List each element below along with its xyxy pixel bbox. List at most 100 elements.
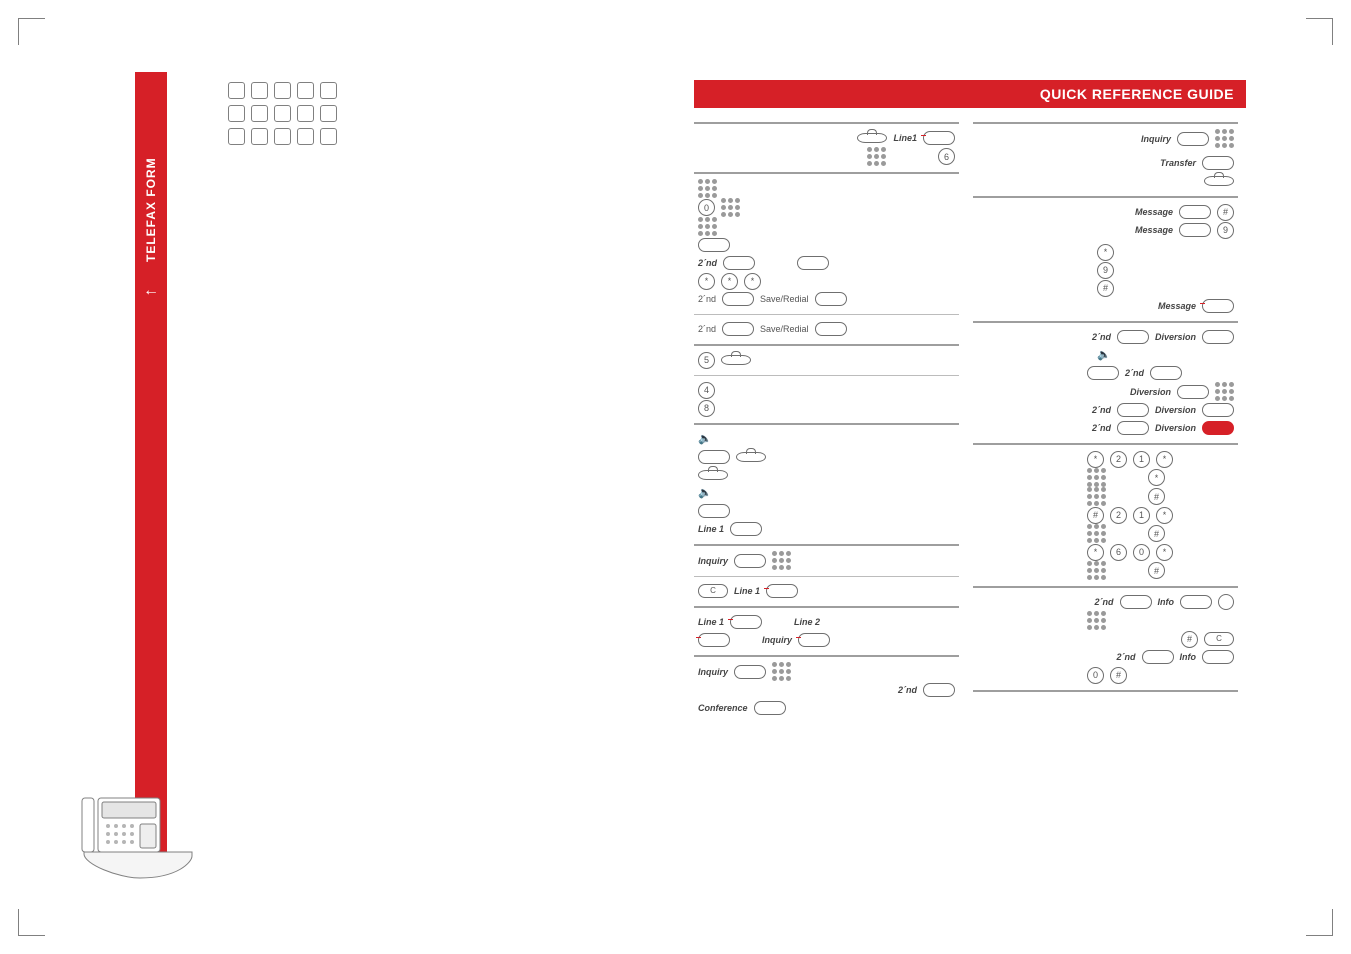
softkey-icon — [1150, 366, 1182, 380]
softkey-icon — [734, 554, 766, 568]
softkey-icon — [698, 450, 730, 464]
checkbox[interactable] — [228, 128, 245, 145]
keycap: * — [744, 273, 761, 290]
label-line1: Line 1 — [734, 582, 760, 600]
label-2nd: 2´nd — [898, 681, 917, 699]
label-inquiry: Inquiry — [698, 663, 728, 681]
softkey-icon — [797, 256, 829, 270]
softkey-icon — [1180, 595, 1212, 609]
checkbox[interactable] — [274, 128, 291, 145]
speaker-icon: 🔈 — [1097, 346, 1111, 364]
label-info: Info — [1180, 648, 1197, 666]
keypad-icon — [1215, 129, 1234, 148]
keycap: 1 — [1133, 507, 1150, 524]
guide-title-bar: QUICK REFERENCE GUIDE — [694, 80, 1246, 108]
label-diversion: Diversion — [1155, 328, 1196, 346]
keycap: 6 — [938, 148, 955, 165]
label-2nd: 2´nd — [1095, 593, 1114, 611]
softkey-icon — [698, 504, 730, 518]
keycap: 6 — [1110, 544, 1127, 561]
softkey-icon — [722, 322, 754, 336]
guide-block: 0 2´nd * * * 2 — [694, 172, 959, 314]
side-tab: TELEFAX FORM ← ← — [135, 72, 167, 862]
crop-mark — [18, 909, 45, 936]
keycap: * — [1087, 544, 1104, 561]
checkbox[interactable] — [228, 82, 245, 99]
label-diversion: Diversion — [1155, 419, 1196, 437]
softkey-icon — [722, 292, 754, 306]
checkbox-grid — [228, 82, 337, 151]
keypad-icon — [867, 147, 886, 166]
checkbox[interactable] — [251, 105, 268, 122]
softkey-icon — [1177, 385, 1209, 399]
side-tab-arrow-icon: ← — [135, 282, 167, 300]
softkey-icon — [1202, 403, 1234, 417]
speaker-icon: 🔈 — [698, 430, 712, 448]
guide-block-empty — [973, 690, 1238, 763]
label-2nd: 2´nd — [698, 320, 716, 338]
keycap: # — [1148, 562, 1165, 579]
guide-block: 2´nd Info # C 2´nd Info — [973, 586, 1238, 690]
keycap: * — [1156, 451, 1173, 468]
softkey-icon — [923, 683, 955, 697]
keycap: * — [721, 273, 738, 290]
softkey-icon — [815, 292, 847, 306]
keypad-icon — [1215, 382, 1234, 401]
keycap: # — [1181, 631, 1198, 648]
speaker-icon: 🔈 — [698, 484, 712, 502]
softkey-icon — [798, 633, 830, 647]
rocker-icon — [857, 129, 887, 147]
checkbox[interactable] — [274, 105, 291, 122]
crop-mark — [1306, 18, 1333, 45]
keycap: # — [1148, 525, 1165, 542]
label-transfer: Transfer — [1160, 154, 1196, 172]
label-2nd: 2´nd — [698, 254, 717, 272]
checkbox[interactable] — [297, 82, 314, 99]
keypad-icon — [1087, 487, 1106, 506]
label-inquiry: Inquiry — [762, 631, 792, 649]
softkey-icon — [698, 633, 730, 647]
keypad-icon — [1087, 468, 1106, 487]
label-line2: Line 2 — [794, 613, 820, 631]
softkey-icon — [730, 615, 762, 629]
softkey-icon — [754, 701, 786, 715]
label-conference: Conference — [698, 699, 748, 717]
label-2nd: 2´nd — [1092, 328, 1111, 346]
checkbox[interactable] — [228, 105, 245, 122]
label-message: Message — [1135, 221, 1173, 239]
label-save-redial: Save/Redial — [760, 320, 809, 338]
checkbox[interactable] — [320, 105, 337, 122]
checkbox[interactable] — [274, 82, 291, 99]
keypad-icon — [772, 662, 791, 681]
keycap: * — [1087, 451, 1104, 468]
softkey-icon — [1177, 132, 1209, 146]
checkbox[interactable] — [320, 128, 337, 145]
rocker-icon — [1204, 172, 1234, 190]
keycap: * — [698, 273, 715, 290]
label-line1: Line 1 — [698, 613, 724, 631]
keycap: 4 — [698, 382, 715, 399]
checkbox[interactable] — [251, 128, 268, 145]
guide-col-right: Inquiry Transfer Message # Message — [973, 122, 1238, 763]
softkey-icon — [1202, 299, 1234, 313]
softkey-icon — [1117, 403, 1149, 417]
label-message: Message — [1135, 203, 1173, 221]
checkbox[interactable] — [297, 128, 314, 145]
checkbox[interactable] — [320, 82, 337, 99]
guide-block: Inquiry 2´nd Conference — [694, 655, 959, 723]
keypad-icon — [721, 198, 740, 217]
checkbox[interactable] — [251, 82, 268, 99]
label-2nd: 2´nd — [698, 290, 716, 308]
rocker-icon — [721, 351, 751, 369]
label-line1: Line1 — [893, 129, 917, 147]
clear-key-icon: C — [698, 584, 728, 598]
label-inquiry: Inquiry — [698, 552, 728, 570]
guide-block: 4 8 — [694, 375, 959, 423]
keycap: * — [1156, 507, 1173, 524]
checkbox[interactable] — [297, 105, 314, 122]
phone-illustration — [78, 796, 198, 881]
guide-col-left: Line1 6 0 — [694, 122, 959, 763]
guide-block: 2´nd Save/Redial — [694, 314, 959, 344]
label-diversion: Diversion — [1155, 401, 1196, 419]
guide-block: C Line 1 — [694, 576, 959, 606]
